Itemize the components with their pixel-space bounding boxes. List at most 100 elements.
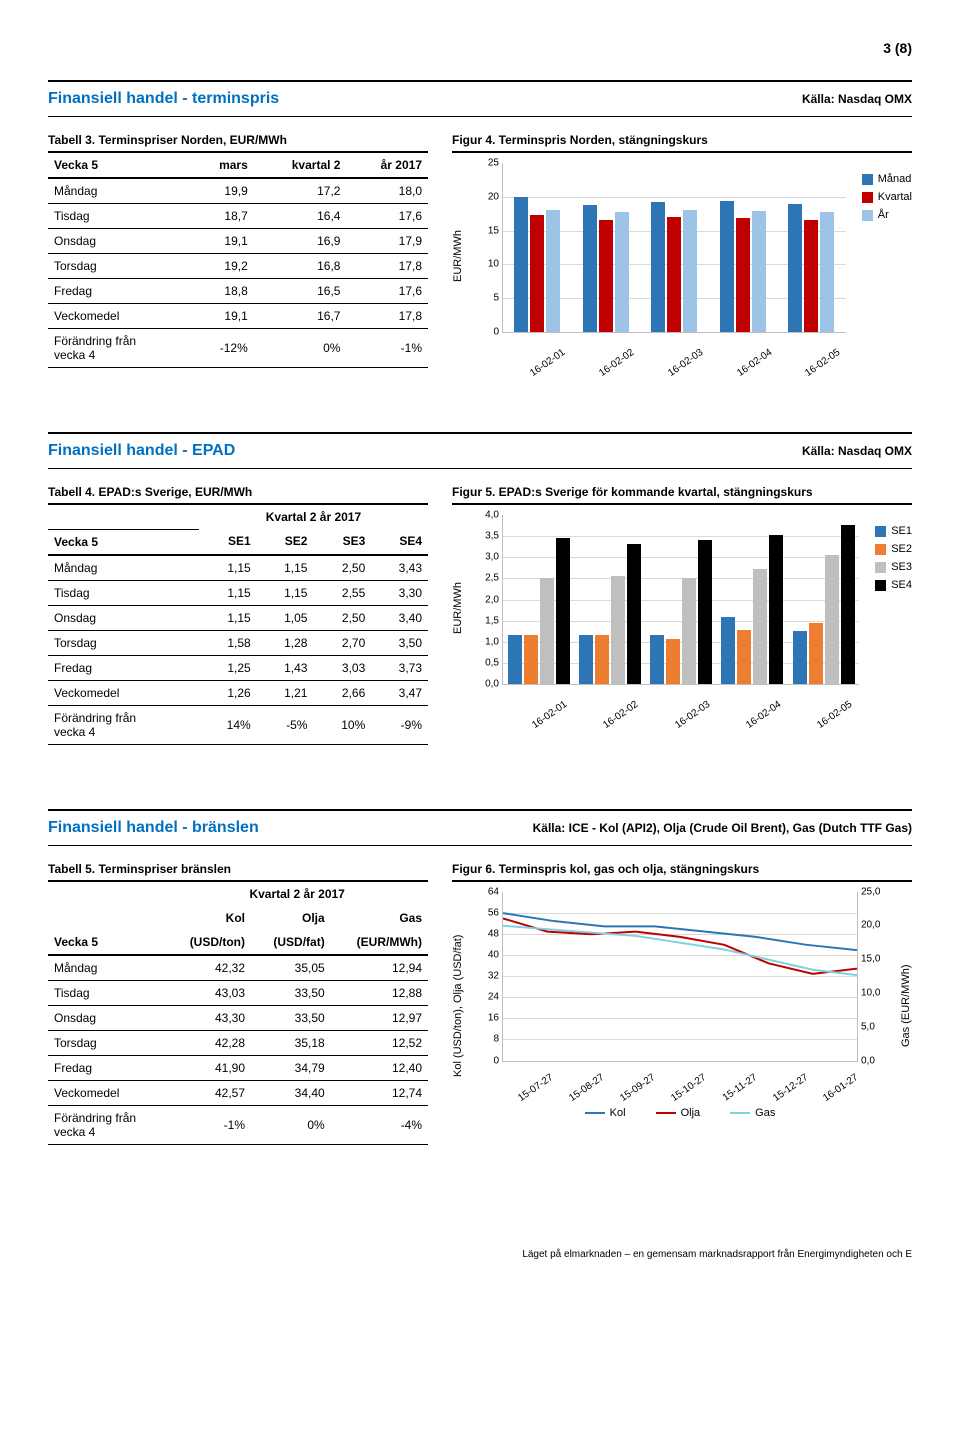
table-cell: Tisdag <box>48 580 199 605</box>
table-cell: 2,66 <box>313 680 371 705</box>
section-title: Finansiell handel - bränslen <box>48 819 259 837</box>
table-row: Torsdag19,216,817,8 <box>48 254 428 279</box>
table-cell: Tisdag <box>48 204 192 229</box>
bar <box>524 635 538 684</box>
section-title: Finansiell handel - EPAD <box>48 442 235 460</box>
section-source: Källa: Nasdaq OMX <box>802 92 912 106</box>
table-cell: 16,9 <box>254 229 347 254</box>
table-row: Veckomedel19,116,717,8 <box>48 304 428 329</box>
super-header: Kvartal 2 år 2017 <box>166 882 428 906</box>
table-cell: 14% <box>199 705 257 744</box>
table-row: Förändring frånvecka 4-1%0%-4% <box>48 1105 428 1144</box>
y-axis-label: EUR/MWh <box>452 515 464 702</box>
bar <box>721 617 735 684</box>
section-source: Källa: ICE - Kol (API2), Olja (Crude Oil… <box>533 821 912 835</box>
legend-item: SE1 <box>875 525 912 537</box>
col-header: Kol <box>166 906 251 930</box>
bar <box>804 220 818 332</box>
table-cell: Veckomedel <box>48 1080 166 1105</box>
table-cell: 19,9 <box>192 178 254 204</box>
legend-item: SE3 <box>875 561 912 573</box>
table-cell: Onsdag <box>48 1005 166 1030</box>
bar <box>753 569 767 684</box>
table-row: Måndag42,3235,0512,94 <box>48 955 428 981</box>
table-cell: 3,03 <box>313 655 371 680</box>
page-number: 3 (8) <box>48 40 912 56</box>
table-cell: -1% <box>346 329 428 368</box>
section-terminspris: Finansiell handel - terminspris Källa: N… <box>48 80 912 368</box>
bar <box>650 635 664 684</box>
chart-title: Figur 5. EPAD:s Sverige för kommande kva… <box>452 485 912 505</box>
legend-item: SE4 <box>875 579 912 591</box>
table-cell: 3,43 <box>371 555 428 581</box>
table-cell: 43,30 <box>166 1005 251 1030</box>
table-cell: 43,03 <box>166 980 251 1005</box>
col-header: Vecka 5 <box>48 153 192 178</box>
table-cell: -9% <box>371 705 428 744</box>
col-header: SE2 <box>257 529 314 555</box>
table-row: Förändring frånvecka 4-12%0%-1% <box>48 329 428 368</box>
table-cell: 0% <box>251 1105 331 1144</box>
bar <box>530 215 544 332</box>
bar <box>809 623 823 684</box>
table-cell: 17,2 <box>254 178 347 204</box>
table-cell: 42,28 <box>166 1030 251 1055</box>
table-cell: 19,1 <box>192 229 254 254</box>
bar <box>841 525 855 684</box>
table-cell: 1,58 <box>199 630 257 655</box>
bar <box>540 578 554 684</box>
table-title: Tabell 5. Terminspriser bränslen <box>48 862 428 882</box>
table-cell: 10% <box>313 705 371 744</box>
bar <box>666 639 680 684</box>
col-header: SE1 <box>199 529 257 555</box>
bar <box>820 212 834 332</box>
table-cell: 18,7 <box>192 204 254 229</box>
table-cell: 17,9 <box>346 229 428 254</box>
table-cell: Förändring frånvecka 4 <box>48 329 192 368</box>
table-cell: 1,15 <box>199 580 257 605</box>
table-cell: 1,05 <box>257 605 314 630</box>
table-cell: 17,6 <box>346 279 428 304</box>
col-header: år 2017 <box>346 153 428 178</box>
col-header: Gas <box>331 906 428 930</box>
bar <box>667 217 681 332</box>
bar <box>788 204 802 332</box>
table-cell: Onsdag <box>48 229 192 254</box>
table-cell: 35,18 <box>251 1030 331 1055</box>
table-cell: Måndag <box>48 555 199 581</box>
table-cell: 12,74 <box>331 1080 428 1105</box>
table-row: Fredag41,9034,7912,40 <box>48 1055 428 1080</box>
y-axis-label-left: Kol (USD/ton), Olja (USD/fat) <box>452 892 464 1119</box>
legend-item: SE2 <box>875 543 912 555</box>
bar <box>583 205 597 332</box>
table-cell: Måndag <box>48 178 192 204</box>
table-cell: 33,50 <box>251 1005 331 1030</box>
bar <box>793 631 807 684</box>
bar <box>615 212 629 332</box>
bar <box>651 202 665 332</box>
table-row: Onsdag1,151,052,503,40 <box>48 605 428 630</box>
table-row: Tisdag43,0333,5012,88 <box>48 980 428 1005</box>
table-cell: 16,8 <box>254 254 347 279</box>
bar <box>720 201 734 332</box>
table-title: Tabell 3. Terminspriser Norden, EUR/MWh <box>48 133 428 153</box>
table-row: Onsdag43,3033,5012,97 <box>48 1005 428 1030</box>
table-title: Tabell 4. EPAD:s Sverige, EUR/MWh <box>48 485 428 505</box>
table-row: Torsdag1,581,282,703,50 <box>48 630 428 655</box>
table-cell: 34,40 <box>251 1080 331 1105</box>
table-cell: Onsdag <box>48 605 199 630</box>
bar <box>514 197 528 332</box>
legend-item: Månad <box>862 173 912 185</box>
table-cell: Förändring frånvecka 4 <box>48 1105 166 1144</box>
col-header: Vecka 5 <box>48 930 166 955</box>
col-header: Vecka 5 <box>48 529 199 555</box>
table-cell: Torsdag <box>48 630 199 655</box>
bar <box>595 635 609 684</box>
table-cell: 2,55 <box>313 580 371 605</box>
table-cell: 3,73 <box>371 655 428 680</box>
col-header: SE3 <box>313 529 371 555</box>
bar <box>737 630 751 684</box>
table-cell: Måndag <box>48 955 166 981</box>
table-cell: 34,79 <box>251 1055 331 1080</box>
table-epad: Kvartal 2 år 2017 Vecka 5 SE1 SE2 SE3 SE… <box>48 505 428 745</box>
